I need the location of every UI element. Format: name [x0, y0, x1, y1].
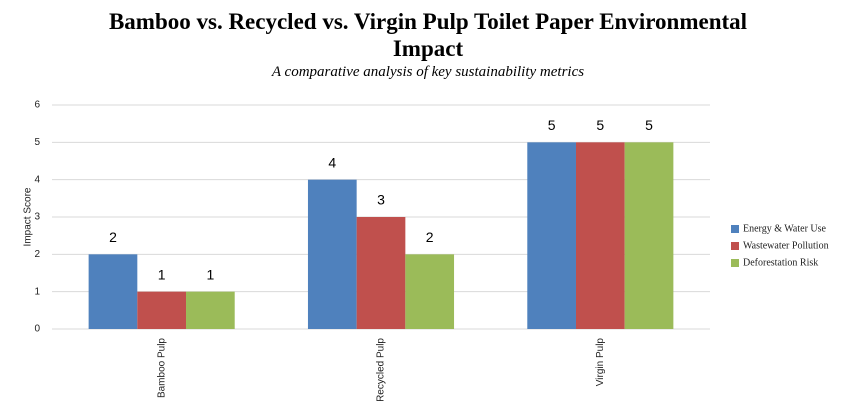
value-label: 2	[426, 229, 434, 245]
value-label: 1	[206, 266, 214, 282]
bar	[356, 217, 406, 329]
value-label: 5	[548, 117, 556, 133]
value-label: 5	[645, 117, 653, 133]
bar	[88, 254, 138, 329]
x-tick-label: Recycled Pulp	[376, 338, 387, 402]
y-tick-label: 5	[34, 137, 40, 148]
y-tick-label: 3	[34, 212, 40, 223]
legend-label: Deforestation Risk	[743, 257, 818, 268]
value-label: 3	[377, 192, 385, 208]
bar	[137, 291, 187, 329]
legend-swatch	[731, 259, 739, 267]
value-label: 1	[158, 266, 166, 282]
bar	[307, 179, 357, 329]
value-label: 4	[328, 154, 336, 170]
y-axis-label: Impact Score	[23, 187, 34, 246]
legend-swatch	[731, 242, 739, 250]
y-tick-label: 0	[34, 324, 40, 335]
legend-swatch	[731, 225, 739, 233]
y-tick-label: 4	[34, 174, 40, 185]
bar	[186, 291, 235, 329]
chart-subtitle: A comparative analysis of key sustainabi…	[271, 64, 585, 80]
x-tick-label: Bamboo Pulp	[156, 338, 167, 398]
bar	[624, 142, 674, 329]
y-tick-label: 2	[34, 249, 40, 260]
bar	[527, 142, 576, 329]
legend-label: Wastewater Pollution	[743, 240, 829, 251]
bar	[405, 254, 455, 329]
value-label: 5	[596, 117, 604, 133]
x-tick-label: Virgin Pulp	[595, 338, 606, 387]
value-label: 2	[109, 229, 117, 245]
bar	[575, 142, 625, 329]
y-tick-label: 6	[34, 100, 40, 111]
legend-label: Energy & Water Use	[743, 223, 827, 234]
y-tick-label: 1	[34, 286, 40, 297]
chart-title: Bamboo vs. Recycled vs. Virgin Pulp Toil…	[108, 9, 748, 61]
